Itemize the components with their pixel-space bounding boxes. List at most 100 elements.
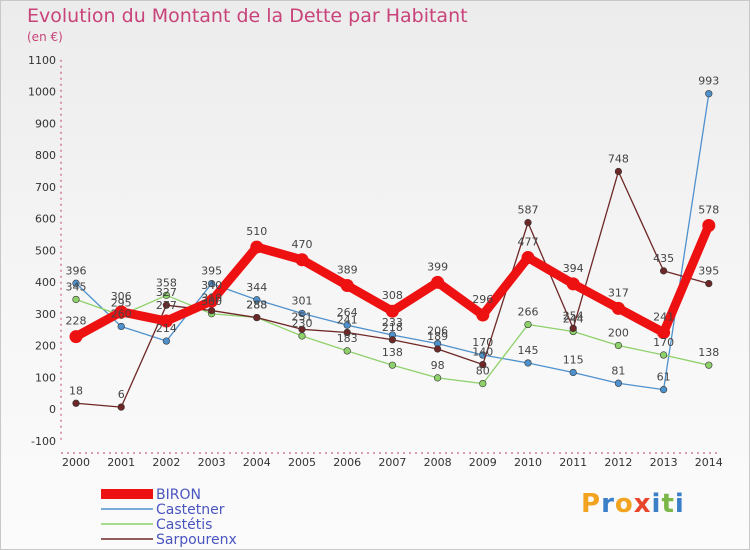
data-point (659, 351, 668, 359)
data-point (343, 347, 351, 355)
data-point (524, 359, 532, 367)
data-label: 327 (156, 286, 177, 299)
data-point (524, 219, 532, 227)
logo-letter: x (633, 489, 652, 519)
data-label: 389 (337, 263, 358, 276)
data-point (431, 275, 445, 289)
data-label: 170 (472, 336, 493, 349)
legend-label: Castetner (156, 502, 225, 518)
series-lines-group (69, 90, 716, 411)
data-label: 358 (156, 276, 177, 289)
data-point (253, 296, 261, 304)
data-label: 993 (698, 75, 719, 88)
y-tick-label: 900 (35, 117, 56, 130)
data-label: 306 (111, 290, 132, 303)
data-label: 301 (292, 294, 313, 307)
data-point (611, 301, 625, 315)
data-point (659, 267, 668, 275)
data-label: 18 (69, 384, 83, 397)
data-label: 218 (382, 321, 403, 334)
data-label: 296 (472, 293, 493, 306)
data-label: 80 (476, 365, 490, 378)
data-point (434, 345, 442, 353)
logo-letter: i (674, 489, 685, 519)
data-point (69, 330, 83, 344)
data-label: 260 (111, 307, 132, 320)
data-point (295, 253, 309, 267)
data-label: 578 (698, 203, 719, 216)
data-point (479, 380, 487, 388)
x-tick-label: 2012 (604, 456, 632, 469)
data-point (385, 304, 399, 318)
data-point (253, 313, 261, 322)
x-tick-label: 2004 (243, 456, 271, 469)
x-tick-label: 2000 (62, 456, 90, 469)
data-label: 395 (201, 265, 222, 278)
data-point (117, 322, 125, 331)
data-point (162, 291, 170, 299)
data-label: 344 (246, 281, 267, 294)
logo-letter: P (581, 489, 602, 519)
data-label: 241 (653, 310, 674, 323)
data-point (72, 295, 80, 304)
y-tick-label: 1100 (28, 54, 56, 67)
x-tick-label: 2007 (378, 456, 406, 469)
data-label: 138 (382, 346, 403, 359)
y-tick-label: 0 (49, 403, 56, 416)
data-label: 170 (653, 336, 674, 349)
data-label: 138 (698, 346, 719, 359)
data-label: 115 (563, 353, 584, 366)
data-label: 244 (563, 313, 584, 326)
data-point (388, 361, 397, 369)
data-point (388, 336, 397, 344)
data-point (705, 279, 713, 288)
data-label: 277 (156, 299, 177, 312)
logo-letter: r (601, 489, 615, 519)
data-point (343, 321, 351, 329)
x-tick-label: 2010 (514, 456, 542, 469)
y-tick-label: 400 (35, 276, 56, 289)
x-tick-label: 2008 (424, 456, 452, 469)
data-point (659, 386, 668, 394)
chart-title: Evolution du Montant de la Dette par Hab… (27, 5, 468, 27)
data-point (569, 368, 577, 377)
y-tick-label: 200 (35, 340, 56, 353)
logo-letter: o (614, 489, 634, 519)
data-label: 295 (111, 296, 132, 309)
x-tick-label: 2009 (469, 456, 497, 469)
x-tick-label: 2005 (288, 456, 316, 469)
logo-letter: i (651, 489, 662, 519)
data-point (162, 337, 170, 345)
data-label: 98 (431, 359, 445, 372)
x-tick-label: 2002 (152, 456, 180, 469)
data-point (208, 306, 216, 315)
data-point (702, 218, 716, 232)
y-tick-label: 100 (35, 371, 56, 384)
data-label: 61 (657, 371, 671, 384)
data-label: 396 (66, 264, 87, 277)
data-label: 241 (337, 313, 358, 326)
data-point (657, 325, 671, 339)
data-label: 345 (66, 280, 87, 293)
data-point (479, 360, 487, 369)
data-point (569, 324, 577, 332)
data-point (298, 325, 306, 333)
x-tick-label: 2014 (695, 456, 723, 469)
axes-group: -100 0 100 200 300 400 500 600 700 800 900 1000 1100… (28, 54, 723, 469)
y-tick-label: 1000 (28, 86, 56, 99)
data-label: 233 (382, 316, 403, 329)
data-label: 300 (201, 295, 222, 308)
data-point (250, 240, 264, 254)
data-point (614, 167, 623, 176)
data-label: 189 (427, 330, 448, 343)
data-label: 81 (611, 364, 625, 377)
data-point (476, 308, 490, 322)
data-label: 510 (246, 225, 267, 238)
data-point (434, 374, 442, 382)
data-point (117, 403, 125, 411)
data-point (705, 90, 713, 98)
x-tick-label: 2006 (333, 456, 361, 469)
data-point (524, 320, 532, 329)
data-label: 340 (201, 279, 222, 292)
